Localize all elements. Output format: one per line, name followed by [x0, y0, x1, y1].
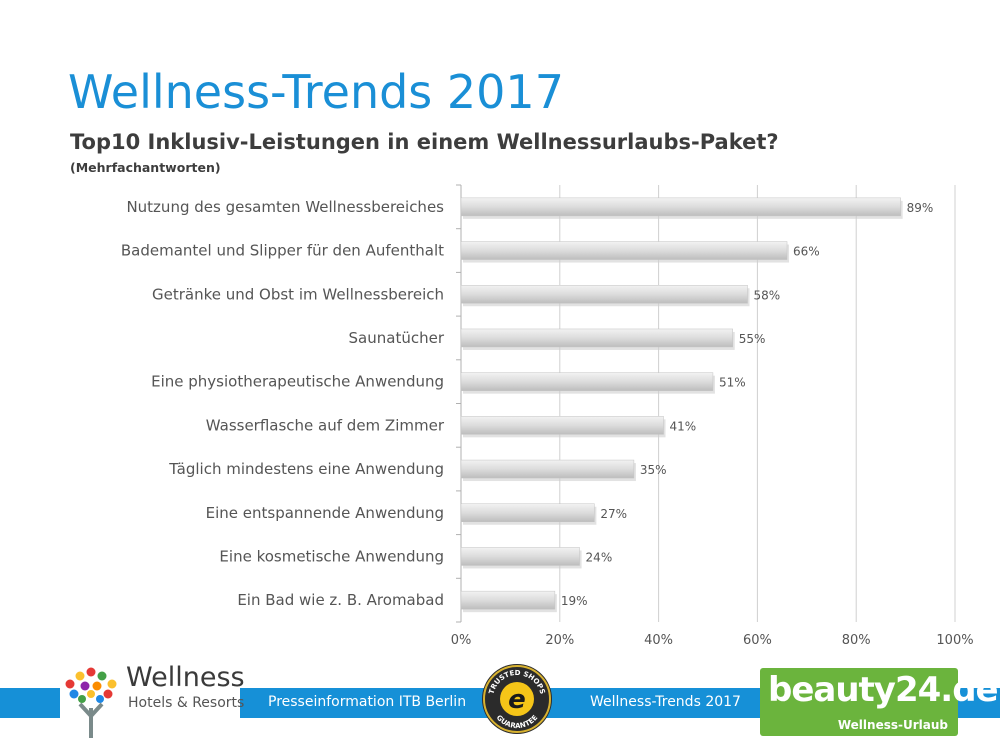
bar-value-label: 89% — [907, 201, 934, 215]
chart-subtitle: Top10 Inklusiv-Leistungen in einem Welln… — [70, 130, 779, 154]
bar-value-label: 35% — [640, 463, 667, 477]
bar — [460, 241, 788, 260]
bar — [460, 547, 580, 566]
x-tick-label: 100% — [936, 633, 973, 648]
trusted-shops-badge: e TRUSTED SHOPS GUARANTEE — [482, 664, 552, 734]
beauty24-logo-word: beauty24.de — [768, 670, 999, 710]
bar-value-label: 27% — [600, 507, 627, 521]
x-tick-label: 0% — [451, 633, 472, 648]
wellness-hotels-logo: Wellness Hotels & Resorts — [60, 662, 245, 742]
bar-chart: 0% 20% 40% 60% 80% 100% 89% Nutzung des gesamte… — [121, 184, 974, 648]
category-label: Bademantel und Slipper für den Aufenthal… — [121, 242, 444, 260]
category-label: Getränke und Obst im Wellnessbereich — [152, 285, 444, 303]
wellness-logo-word: Wellness — [126, 662, 245, 693]
wellness-logo-sub: Hotels & Resorts — [128, 695, 245, 711]
bar-value-label: 24% — [586, 550, 613, 564]
bar — [460, 328, 733, 348]
category-label: Ein Bad wie z. B. Aromabad — [237, 591, 444, 609]
beauty24-logo-sub: Wellness-Urlaub — [837, 718, 948, 732]
bar — [460, 416, 664, 435]
bar — [460, 503, 595, 522]
bar-value-label: 58% — [754, 288, 781, 302]
bar — [460, 459, 635, 479]
category-label: Eine entspannende Anwendung — [206, 504, 444, 522]
bar — [460, 372, 714, 391]
bar-value-label: 51% — [719, 376, 746, 390]
chart-note: (Mehrfachantworten) — [70, 160, 221, 175]
footer-trends-text: Wellness-Trends 2017 — [590, 694, 741, 710]
page-title: Wellness-Trends 2017 — [68, 65, 564, 119]
bar — [460, 197, 901, 217]
bar — [460, 285, 748, 304]
bar-value-label: 19% — [561, 594, 588, 608]
bar-value-label: 66% — [793, 245, 820, 259]
bar-value-label: 55% — [739, 332, 766, 346]
category-label: Eine kosmetische Anwendung — [219, 547, 444, 565]
category-label: Täglich mindestens eine Anwendung — [168, 460, 444, 478]
x-tick-label: 60% — [743, 633, 772, 648]
x-tick-label: 20% — [545, 633, 574, 648]
category-label: Eine physiotherapeutische Anwendung — [151, 373, 444, 391]
bar — [460, 590, 556, 610]
x-tick-label: 40% — [644, 633, 673, 648]
x-tick-label: 80% — [842, 633, 871, 648]
footer-press-text: Presseinformation ITB Berlin — [268, 694, 467, 710]
category-label: Wasserflasche auf dem Zimmer — [206, 416, 445, 434]
beauty24-logo: beauty24.de Wellness-Urlaub — [760, 668, 999, 736]
tree-icon — [65, 667, 117, 738]
category-label: Saunatücher — [349, 329, 445, 347]
svg-text:e: e — [508, 685, 526, 715]
category-label: Nutzung des gesamten Wellnessbereiches — [126, 198, 444, 216]
bar-value-label: 41% — [670, 419, 697, 433]
